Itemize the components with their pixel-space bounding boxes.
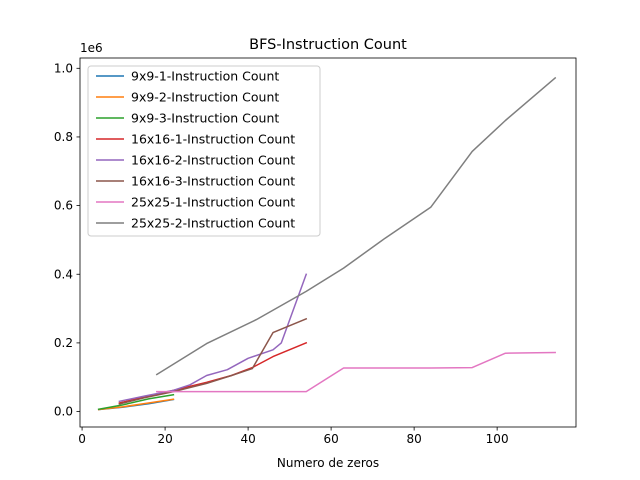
legend-label: 25x25-2-Instruction Count (131, 216, 295, 231)
legend-label: 16x16-1-Instruction Count (131, 132, 295, 147)
legend-label: 9x9-1-Instruction Count (131, 69, 279, 84)
x-axis-label: Numero de zeros (277, 456, 379, 470)
legend-label: 16x16-2-Instruction Count (131, 153, 295, 168)
y-tick-label: 0.2 (54, 336, 73, 350)
axes-frame (79, 57, 577, 428)
legend-box (87, 65, 321, 237)
series-line-3 (97, 393, 175, 411)
series-line-7 (156, 351, 556, 393)
y-tick-label: 0.8 (54, 130, 73, 144)
y-tick-label: 1.0 (54, 61, 73, 75)
x-tick-label: 80 (406, 432, 421, 446)
chart-title: BFS-Instruction Count (249, 37, 407, 53)
y-tick-label: 0.0 (54, 405, 73, 419)
x-tick-label: 100 (486, 432, 509, 446)
series-line-2 (97, 398, 175, 411)
legend-label: 16x16-3-Instruction Count (131, 174, 295, 189)
x-tick-label: 40 (240, 432, 255, 446)
series-line-5 (118, 273, 308, 403)
plot-area: 0 20 40 60 80 100 0.0 0.2 0.4 0.6 0.8 1.0 9x9-1-Inst… (54, 57, 577, 446)
y-tick-label: 0.4 (54, 267, 73, 281)
x-tick-label: 0 (78, 432, 86, 446)
legend-label: 25x25-1-Instruction Count (131, 195, 295, 210)
legend-label: 9x9-2-Instruction Count (131, 90, 279, 105)
x-tick-label: 20 (157, 432, 172, 446)
series-line-6 (118, 317, 308, 405)
y-axis-offset-text: 1e6 (80, 41, 103, 55)
y-tick-label: 0.6 (54, 199, 73, 213)
x-tick-label: 60 (323, 432, 338, 446)
series-line-8 (155, 76, 557, 376)
legend-label: 9x9-3-Instruction Count (131, 111, 279, 126)
